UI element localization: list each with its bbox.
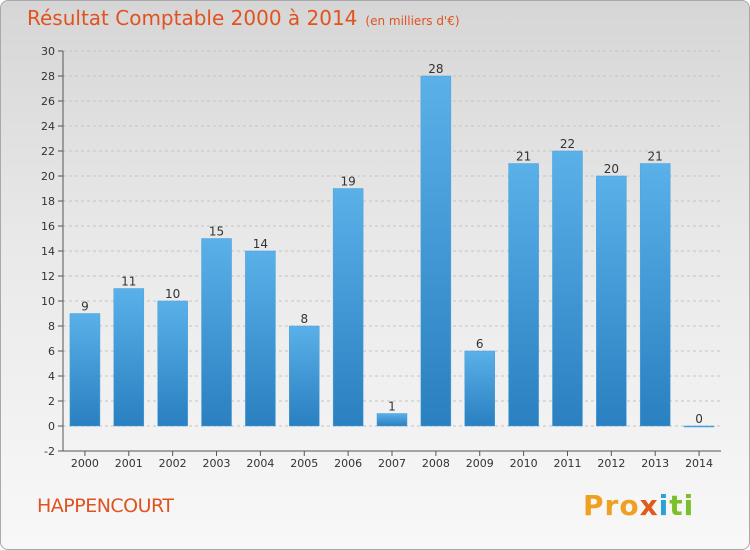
logo-part-4: ti: [669, 489, 695, 522]
x-tick-label: 2003: [203, 457, 231, 470]
bar: [289, 325, 320, 427]
y-tick-label: 24: [41, 120, 55, 133]
bar: [683, 425, 715, 428]
bar-value-label: 19: [340, 175, 355, 189]
y-tick-label: 6: [48, 345, 55, 358]
bar-value-label: 1: [388, 400, 396, 414]
x-tick-label: 2002: [159, 457, 187, 470]
bar: [464, 350, 495, 427]
bar-value-label: 21: [648, 150, 663, 164]
logo-part-3: i: [658, 489, 670, 522]
x-tick-label: 2011: [553, 457, 581, 470]
bar: [376, 413, 408, 427]
y-tick-label: 2: [48, 395, 55, 408]
chart-title-text: Résultat Comptable 2000 à 2014: [27, 6, 358, 30]
bar: [245, 250, 276, 427]
bar: [113, 288, 145, 427]
y-tick-label: 16: [41, 220, 55, 233]
bar-value-label: 8: [300, 312, 308, 326]
y-tick-label: 30: [41, 45, 55, 58]
y-tick-label: 4: [48, 370, 55, 383]
chart-subtitle: (en milliers d'€): [365, 14, 460, 28]
y-tick-label: 20: [41, 170, 55, 183]
bar-value-label: 15: [209, 225, 224, 239]
bar-value-label: 0: [695, 412, 703, 426]
x-tick-label: 2001: [115, 457, 143, 470]
y-tick-label: -2: [44, 445, 55, 458]
bar: [201, 238, 232, 427]
x-tick-label: 2006: [334, 457, 362, 470]
y-tick-label: 12: [41, 270, 55, 283]
commune-name: HAPPENCOURT: [37, 495, 174, 517]
bar: [157, 300, 188, 427]
bar: [596, 175, 627, 427]
bar: [420, 75, 452, 427]
x-tick-label: 2010: [510, 457, 538, 470]
y-tick-label: 26: [41, 95, 55, 108]
x-tick-label: 2007: [378, 457, 406, 470]
bar-value-label: 11: [121, 275, 136, 289]
x-tick-label: 2009: [466, 457, 494, 470]
y-tick-label: 0: [48, 420, 55, 433]
bar: [332, 188, 364, 427]
bar-value-label: 20: [604, 162, 619, 176]
bar-value-label: 10: [165, 287, 180, 301]
bar: [552, 150, 583, 427]
y-tick-label: 14: [41, 245, 55, 258]
x-tick-label: 2004: [246, 457, 274, 470]
bar-value-label: 9: [81, 300, 89, 314]
x-tick-label: 2013: [641, 457, 669, 470]
y-tick-label: 8: [48, 320, 55, 333]
proxiti-logo: Proxiti: [583, 489, 694, 522]
x-tick-label: 2000: [71, 457, 99, 470]
bar-value-label: 6: [476, 337, 484, 351]
y-tick-label: 18: [41, 195, 55, 208]
bar: [508, 163, 539, 427]
chart-title: Résultat Comptable 2000 à 2014 (en millie…: [27, 6, 460, 30]
bar-value-label: 28: [428, 62, 443, 76]
y-tick-label: 28: [41, 70, 55, 83]
y-tick-label: 10: [41, 295, 55, 308]
y-tick-label: 22: [41, 145, 55, 158]
bar: [639, 163, 671, 427]
x-tick-label: 2005: [290, 457, 318, 470]
logo-part-2: x: [639, 489, 659, 522]
bar-value-label: 22: [560, 137, 575, 151]
bar-value-label: 14: [253, 237, 268, 251]
bar: [69, 313, 101, 427]
x-tick-label: 2012: [597, 457, 625, 470]
bar-value-label: 21: [516, 150, 531, 164]
x-tick-label: 2014: [685, 457, 713, 470]
x-tick-label: 2008: [422, 457, 450, 470]
logo-part-1: Pro: [583, 489, 640, 522]
